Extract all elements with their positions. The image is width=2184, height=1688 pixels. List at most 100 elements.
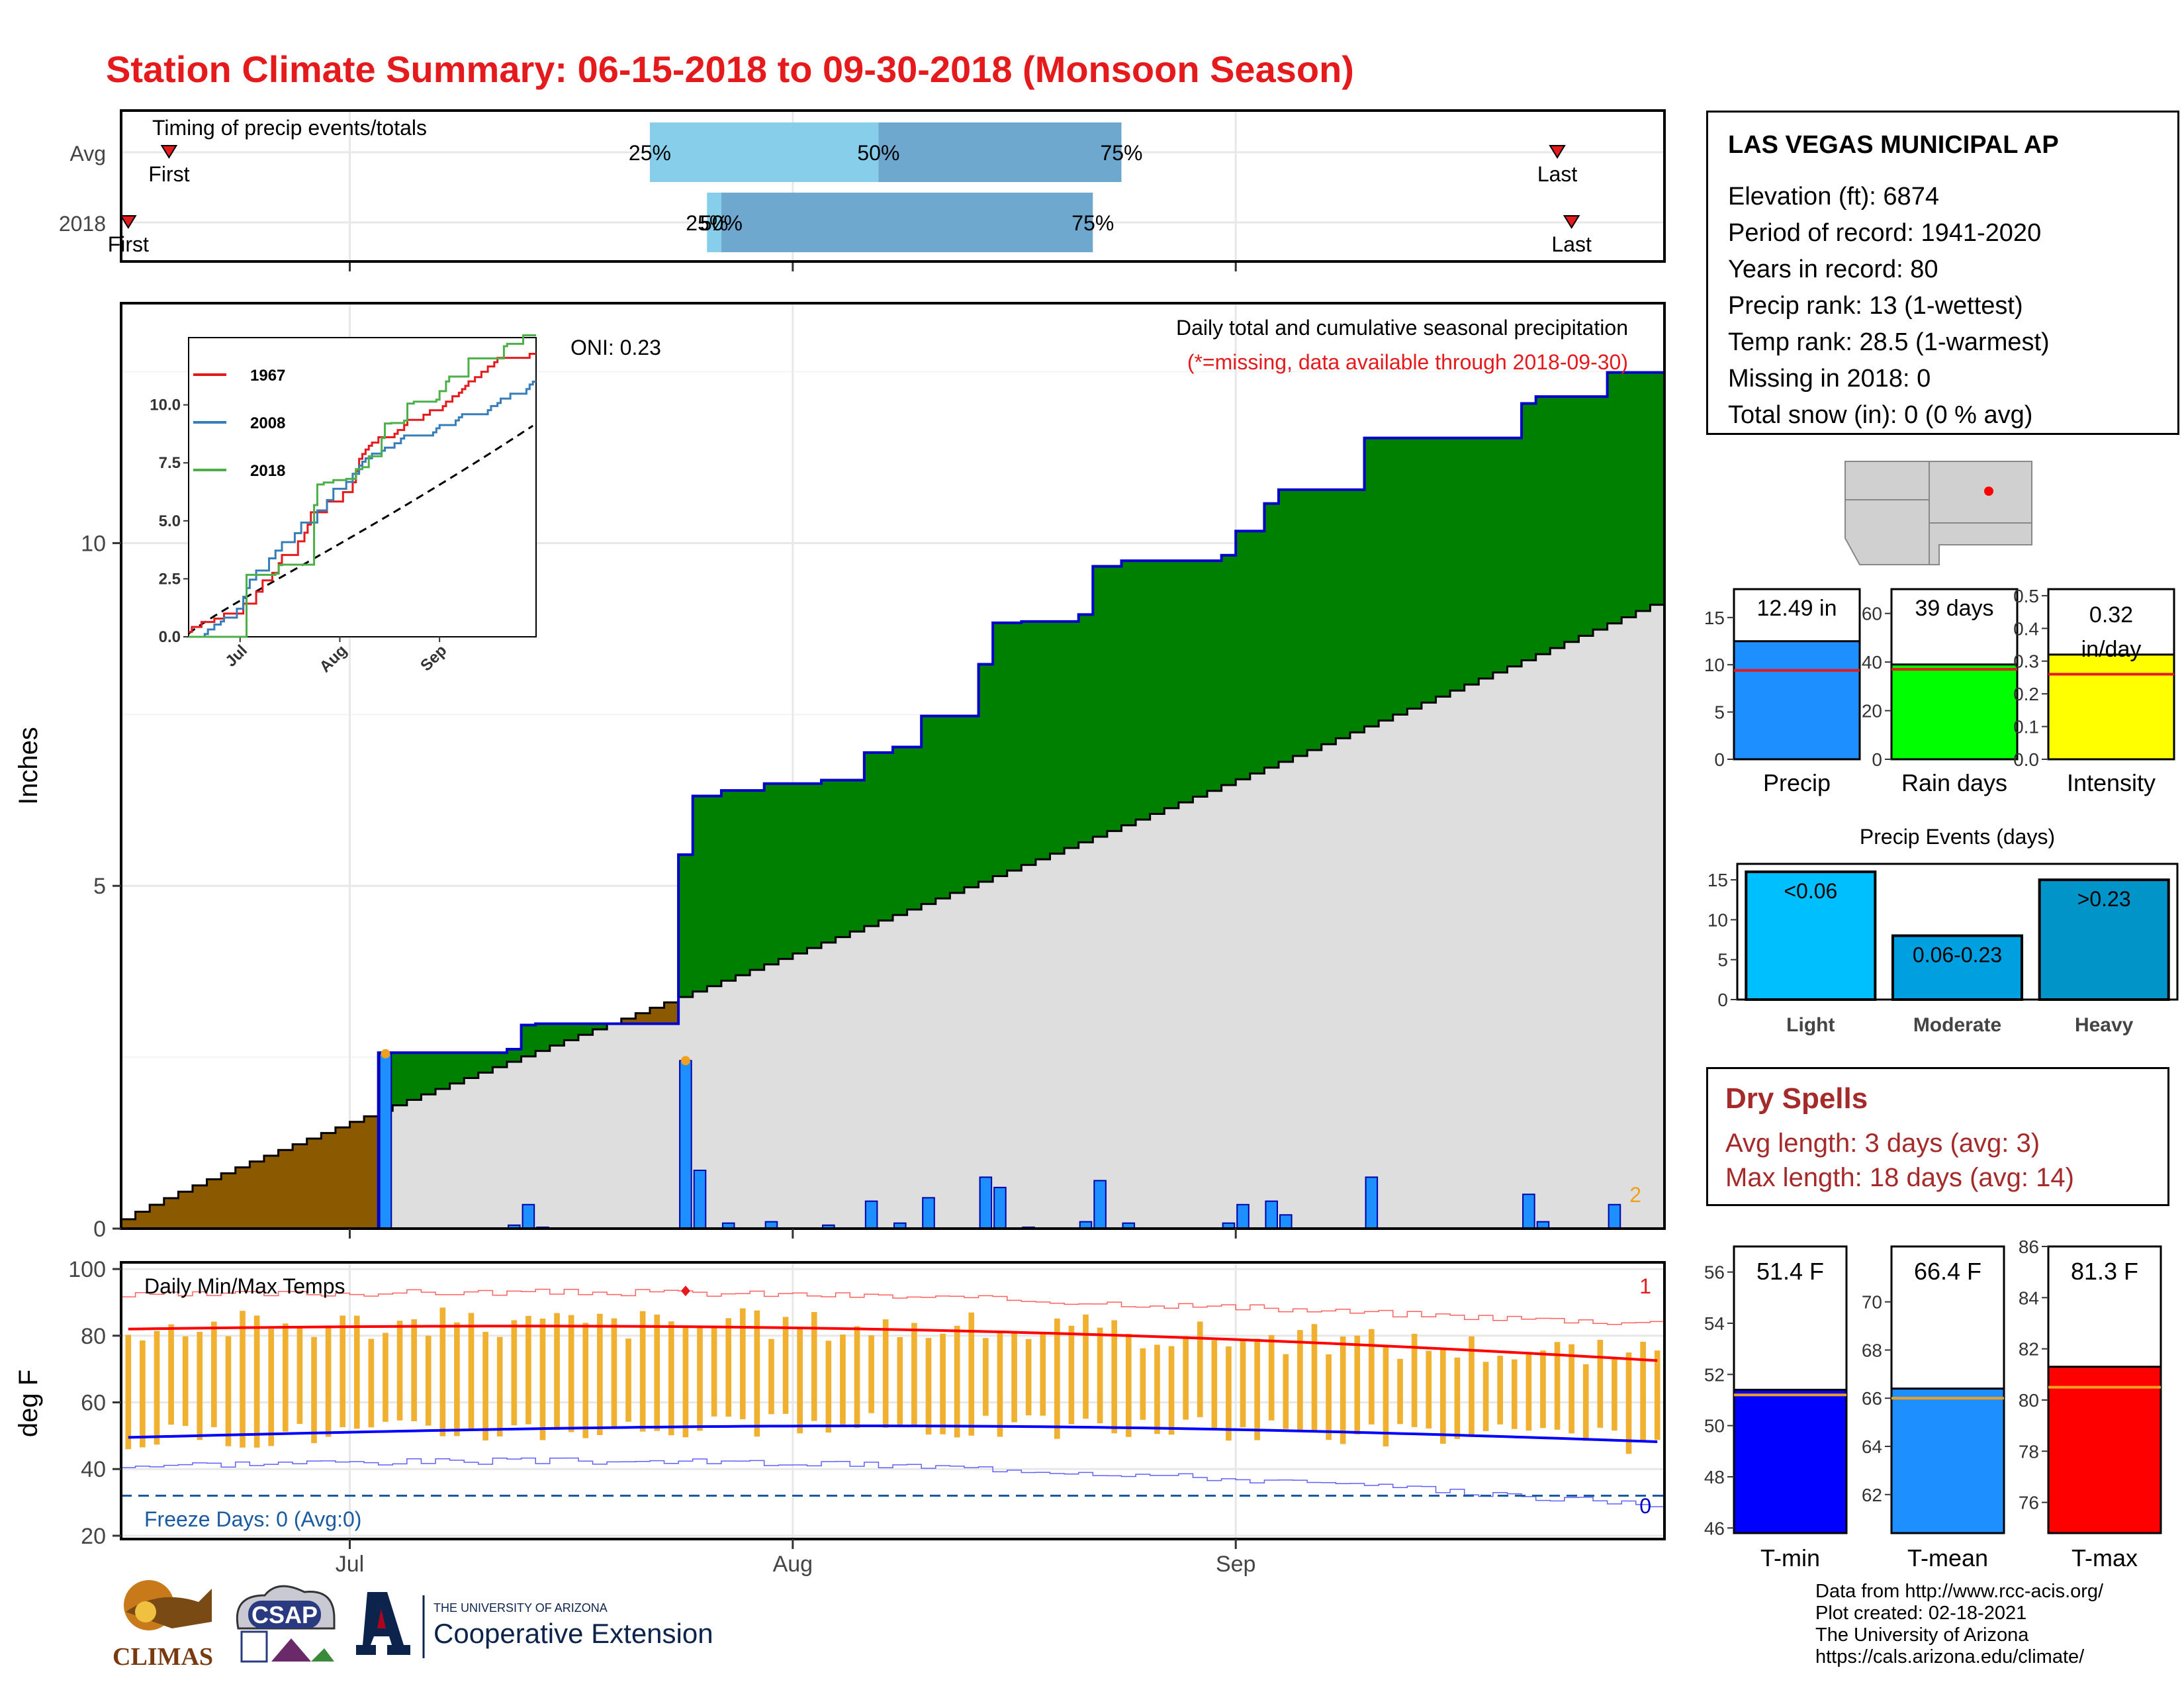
daily-temp-bar — [811, 1312, 817, 1421]
daily-temp-bar — [1025, 1338, 1032, 1416]
events-category-label: Heavy — [2075, 1014, 2134, 1036]
dry-spells-avg: Avg length: 3 days (avg: 3) — [1725, 1129, 2040, 1158]
events-bar-label: 0.06-0.23 — [1913, 943, 2002, 967]
events-ytick-label: 15 — [1707, 870, 1728, 890]
avg-high-line — [128, 1325, 1658, 1362]
daily-temp-bar — [154, 1331, 160, 1445]
daily-temp-bar — [882, 1319, 889, 1429]
station-name: LAS VEGAS MUNICIPAL AP — [1728, 131, 2059, 159]
temp-ytick-label: 100 — [68, 1257, 106, 1282]
station-period: Period of record: 1941-2020 — [1728, 219, 2042, 247]
daily-temp-bar — [1569, 1344, 1574, 1434]
temp-count-high: 1 — [1639, 1274, 1651, 1298]
station-info-box: LAS VEGAS MUNICIPAL AP Elevation (ft): 6… — [1706, 111, 2179, 435]
daily-temp-bar — [1383, 1347, 1389, 1447]
credits: Data from http://www.rcc-acis.org/ Plot … — [1815, 1581, 2103, 1668]
daily-precip-bar — [1608, 1203, 1621, 1230]
daily-temp-bar — [1054, 1318, 1060, 1439]
daily-temp-bar — [925, 1338, 932, 1435]
temp-summary-value-label: 81.3 F — [2071, 1258, 2138, 1285]
daily-precip-bar — [379, 1053, 392, 1230]
temp-panel: 20 40 60 80 100 Daily Min/Max Temps Freeze D… — [14, 1257, 1666, 1577]
daily-temp-bar — [340, 1315, 346, 1427]
station-snow: Total snow (in): 0 (0 % avg) — [1728, 401, 2033, 429]
station-temp-rank: Temp rank: 28.5 (1-warmest) — [1728, 328, 2050, 356]
daily-temp-bar — [197, 1331, 203, 1440]
daily-temp-bar — [411, 1319, 417, 1421]
daily-temp-bar — [611, 1318, 617, 1429]
daily-precip-bar — [1365, 1176, 1379, 1230]
daily-temp-bar — [368, 1338, 375, 1428]
credit-university: The University of Arizona — [1815, 1624, 2029, 1646]
events-ytick-label: 0 — [1717, 990, 1728, 1010]
daily-temp-bar — [754, 1310, 760, 1437]
daily-temp-bar — [940, 1333, 946, 1434]
logos: CLIMAS CSAP THE UNIVERSITY OF ARIZONA Co… — [113, 1580, 713, 1671]
daily-temp-bar — [782, 1317, 789, 1414]
daily-temp-bar — [825, 1340, 832, 1433]
summary-ytick-label: 20 — [1862, 701, 1882, 722]
main-chart: Timing of precip events/totals Avg 2018 … — [14, 109, 1666, 1577]
credit-plot-created: Plot created: 02-18-2021 — [1815, 1603, 2027, 1624]
daily-temp-bar — [1097, 1327, 1103, 1424]
summary-ytick-label: 0.3 — [2013, 651, 2039, 672]
temp-xtick-label: Aug — [773, 1552, 813, 1577]
daily-temp-bar — [240, 1311, 246, 1448]
inset-legend-label: 1967 — [250, 367, 285, 385]
first-marker — [120, 215, 137, 229]
daily-temp-bar — [568, 1315, 574, 1432]
daily-temp-bar — [1640, 1341, 1646, 1441]
daily-temp-bar — [840, 1334, 846, 1425]
daily-temp-bar — [1497, 1355, 1504, 1425]
events-ytick-label: 10 — [1707, 910, 1728, 930]
ua-big-text: Cooperative Extension — [433, 1618, 713, 1649]
events-ytick-label: 5 — [1717, 950, 1728, 970]
events-category-label: Moderate — [1913, 1014, 2001, 1036]
daily-temp-bar — [983, 1338, 989, 1416]
daily-temp-bar — [468, 1313, 475, 1430]
timing-label: Timing of precip events/totals — [152, 116, 427, 140]
inset-legend-label: 2018 — [250, 462, 285, 480]
temp-xtick-label: Jul — [336, 1552, 364, 1577]
temp-summary-name-label: T-min — [1760, 1544, 1820, 1571]
record-high-line — [121, 1288, 1664, 1325]
record-high-marker — [680, 1286, 690, 1297]
max-count: 2 — [1629, 1183, 1641, 1207]
daily-temp-bar — [597, 1313, 603, 1435]
daily-temp-bar — [1439, 1348, 1446, 1444]
timing-q25-label: 25% — [629, 141, 671, 165]
daily-temp-bar — [296, 1328, 303, 1425]
daily-temp-bar — [1268, 1335, 1275, 1421]
daily-temp-bar — [1469, 1336, 1475, 1435]
precip-frame — [120, 302, 1666, 1230]
daily-temp-bar — [1654, 1350, 1661, 1440]
daily-temp-bar — [639, 1311, 646, 1432]
daily-temp-bar — [1125, 1333, 1132, 1437]
summary-charts: 0 5 10 15 12.49 in Precip 0 20 40 60 39 days Rain d… — [1704, 586, 2179, 1571]
daily-temp-bar — [282, 1323, 289, 1432]
events-category-label: Light — [1786, 1014, 1835, 1036]
last-label: Last — [1551, 232, 1592, 256]
summary-name-label: Intensity — [2067, 769, 2156, 796]
daily-temp-bar — [1582, 1364, 1589, 1441]
summary-value-label: 12.49 in — [1757, 596, 1837, 621]
daily-temp-bar — [1411, 1333, 1418, 1427]
daily-temp-bar — [911, 1323, 917, 1427]
daily-temp-bar — [182, 1336, 189, 1427]
events-bar-label: >0.23 — [2077, 887, 2131, 911]
summary-name-label: Rain days — [1901, 769, 2007, 796]
daily-temp-bar — [396, 1321, 403, 1421]
daily-precip-bar — [993, 1186, 1007, 1230]
temp-ylabel: deg F — [14, 1370, 43, 1437]
daily-temp-bar — [682, 1327, 689, 1438]
daily-temp-bar — [797, 1327, 803, 1434]
daily-temp-bar — [511, 1320, 518, 1426]
summary-value-label: 0.32 — [2089, 602, 2133, 628]
daily-temp-bar — [268, 1329, 275, 1446]
daily-temp-bar — [1197, 1321, 1203, 1417]
daily-temp-bar — [1612, 1358, 1617, 1431]
daily-temp-bar — [454, 1322, 460, 1436]
daily-temp-bar — [1083, 1314, 1089, 1419]
dry-spells-max: Max length: 18 days (avg: 14) — [1725, 1163, 2074, 1192]
climas-text: CLIMAS — [113, 1643, 213, 1671]
